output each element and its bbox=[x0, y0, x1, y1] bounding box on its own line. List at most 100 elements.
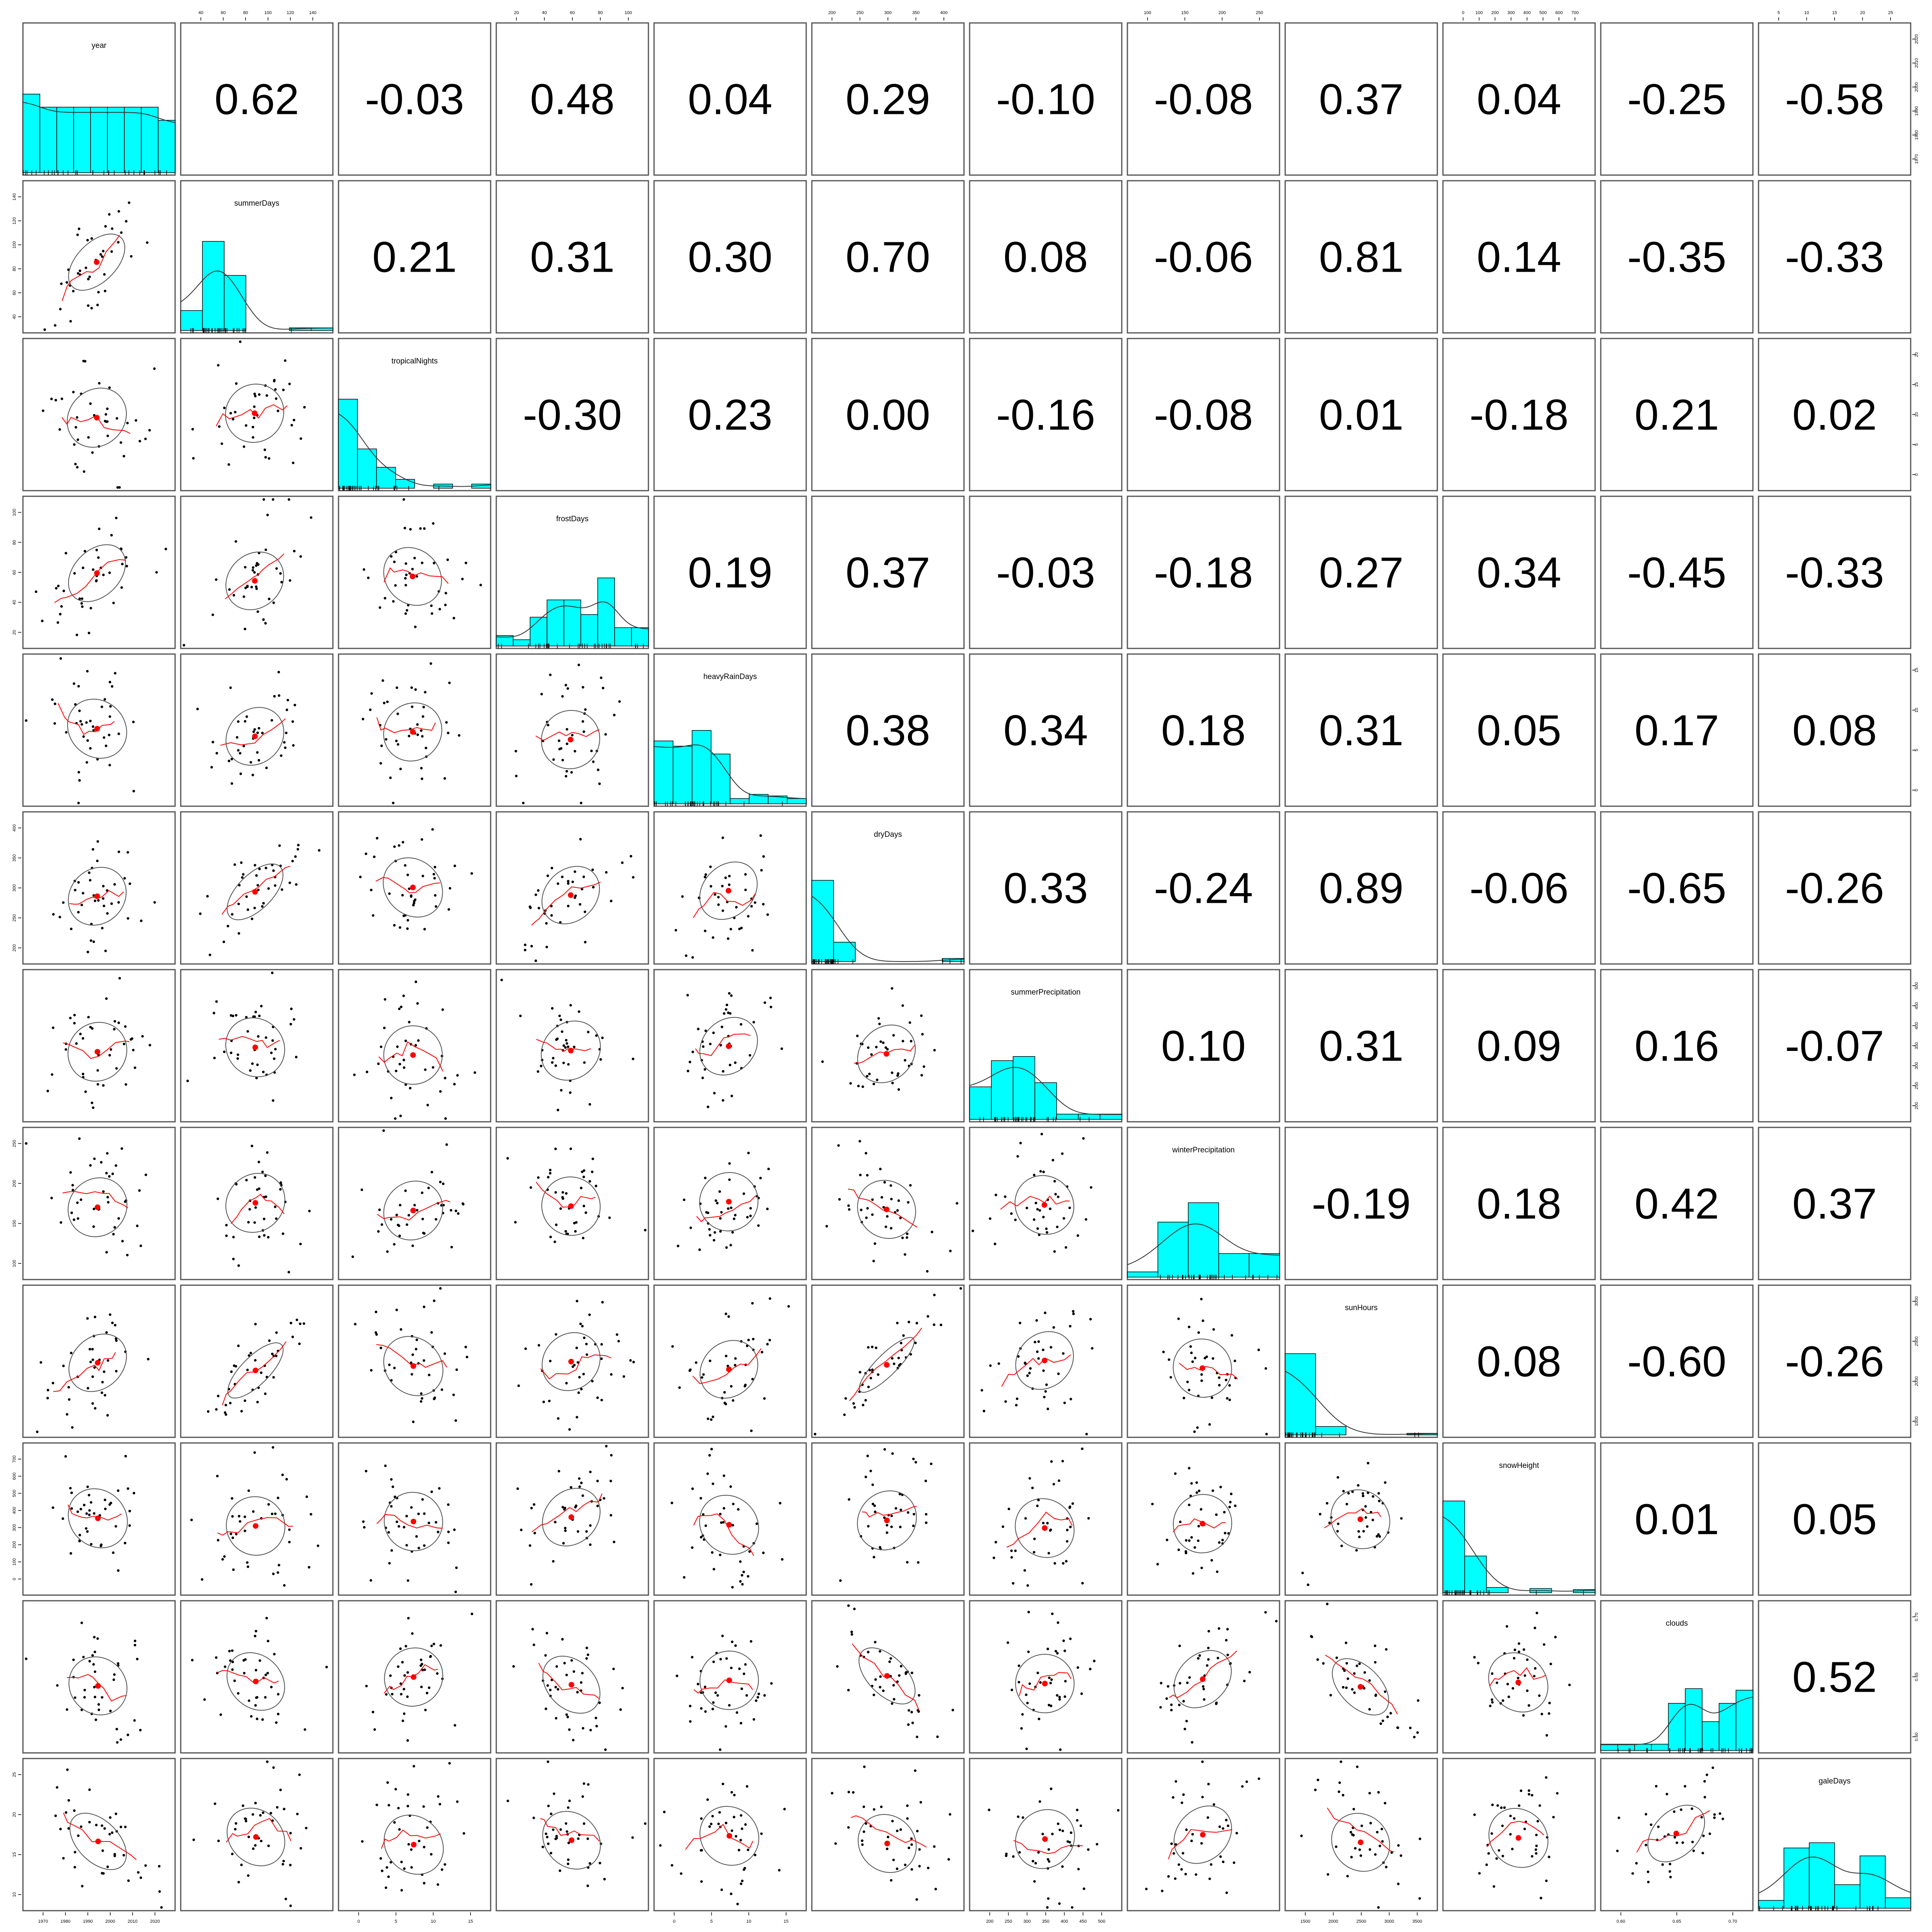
scatter-point bbox=[102, 897, 105, 900]
scatter-point bbox=[405, 562, 407, 565]
scatter-point bbox=[71, 1189, 74, 1191]
scatter-point bbox=[109, 1501, 112, 1505]
scatter-point bbox=[1186, 1681, 1189, 1684]
panel-snowHeight-sunHours bbox=[1284, 1442, 1438, 1596]
scatter-point bbox=[263, 1218, 266, 1220]
correlation-ellipse bbox=[699, 861, 758, 920]
scatter-point bbox=[266, 1760, 269, 1763]
panel-frame bbox=[811, 22, 965, 176]
scatter-point bbox=[1538, 1694, 1541, 1697]
scatter-point bbox=[701, 1376, 704, 1379]
scatter-point bbox=[545, 1832, 547, 1835]
scatter-point bbox=[106, 1414, 109, 1417]
scatter-point bbox=[871, 1503, 874, 1505]
scatter-point bbox=[506, 1800, 509, 1802]
scatter-point bbox=[273, 1057, 276, 1060]
scatter-point bbox=[865, 1822, 867, 1825]
scatter-point bbox=[549, 1168, 552, 1172]
scatter-point bbox=[889, 1657, 892, 1660]
scatter-point bbox=[417, 1546, 420, 1550]
panel-frame bbox=[969, 1758, 1123, 1911]
scatter-point bbox=[916, 1830, 919, 1833]
scatter-point bbox=[1196, 1426, 1199, 1429]
scatter-point bbox=[210, 766, 213, 769]
scatter-point bbox=[1174, 1472, 1177, 1475]
scatter-point bbox=[575, 1221, 578, 1224]
scatter-point bbox=[1208, 1630, 1210, 1633]
scatter-point bbox=[91, 451, 94, 454]
panel-clouds-sunHours bbox=[1284, 1600, 1438, 1754]
panel-frame bbox=[338, 1284, 491, 1438]
scatter-point bbox=[1376, 1831, 1379, 1834]
scatter-point bbox=[299, 555, 302, 558]
scatter-point bbox=[258, 1014, 261, 1018]
scatter-point bbox=[723, 1391, 726, 1394]
panel-snowHeight-year bbox=[22, 1442, 176, 1596]
scatter-point bbox=[557, 1470, 560, 1473]
scatter-point bbox=[130, 255, 133, 258]
panel-summerDays-summerDays: summerDays bbox=[180, 180, 334, 334]
scatter-point bbox=[232, 1236, 235, 1238]
axis-bottom-tropicalNights: 0 5 10 15 bbox=[357, 1912, 473, 1924]
scatter-point bbox=[58, 916, 61, 919]
scatter-point bbox=[1042, 1170, 1045, 1173]
panel-frame bbox=[811, 338, 965, 491]
tick-label: 80 bbox=[598, 10, 603, 15]
scatter-point bbox=[262, 1071, 265, 1073]
scatter-point bbox=[62, 1857, 65, 1860]
scatter-point bbox=[1210, 1396, 1214, 1399]
scatter-point bbox=[232, 418, 235, 421]
scatter-point bbox=[613, 1540, 615, 1544]
scatter-point bbox=[1617, 1816, 1620, 1819]
scatter-point bbox=[712, 1701, 715, 1704]
scatter-point bbox=[257, 563, 260, 566]
scatter-point bbox=[271, 1352, 274, 1355]
scatter-point bbox=[867, 1385, 870, 1388]
panel-frame bbox=[338, 1758, 491, 1911]
scatter-point bbox=[1023, 1569, 1026, 1572]
scatter-point bbox=[77, 771, 80, 774]
scatter-point bbox=[281, 888, 283, 891]
scatter-point bbox=[298, 1773, 301, 1776]
scatter-point bbox=[1229, 1501, 1232, 1504]
tick-label: 200 bbox=[986, 1919, 993, 1924]
scatter-point bbox=[559, 1018, 562, 1021]
scatter-point bbox=[719, 1658, 722, 1661]
scatter-point bbox=[914, 1769, 916, 1772]
scatter-point bbox=[244, 720, 247, 723]
scatter-point bbox=[756, 1696, 760, 1699]
scatter-point bbox=[572, 1670, 576, 1673]
scatter-point bbox=[432, 873, 436, 876]
scatter-point bbox=[87, 1387, 89, 1390]
scatter-point bbox=[931, 1230, 933, 1233]
scatter-point bbox=[747, 1575, 749, 1578]
scatter-point bbox=[1195, 1873, 1197, 1876]
scatter-point bbox=[266, 1672, 269, 1674]
scatter-point bbox=[1014, 1549, 1017, 1552]
panel-tropicalNights-frostDays: -0.30 bbox=[495, 338, 649, 491]
scatter-point bbox=[258, 1187, 260, 1190]
scatter-point bbox=[615, 1333, 619, 1336]
scatter-point bbox=[83, 1504, 86, 1507]
correlation-value: 0.42 bbox=[1635, 1179, 1719, 1228]
scatter-point bbox=[377, 1062, 380, 1065]
scatter-point bbox=[691, 1487, 694, 1490]
scatter-point bbox=[717, 1823, 720, 1825]
scatter-point bbox=[1068, 1206, 1071, 1209]
mean-point bbox=[726, 1199, 732, 1205]
panel-frostDays-clouds: -0.45 bbox=[1600, 495, 1754, 649]
scatter-point bbox=[577, 663, 580, 667]
scatter-point bbox=[591, 1157, 594, 1160]
panel-heavyRainDays-tropicalNights bbox=[338, 653, 491, 807]
correlation-ellipse bbox=[227, 1808, 285, 1866]
scatter-point bbox=[632, 1360, 635, 1364]
tick-label: 120 bbox=[287, 10, 294, 15]
correlation-ellipse bbox=[541, 1332, 601, 1391]
scatter-point bbox=[852, 1402, 855, 1405]
scatter-point bbox=[722, 1474, 725, 1477]
scatter-point bbox=[88, 1513, 91, 1516]
scatter-point bbox=[426, 1104, 429, 1106]
scatter-point bbox=[1225, 1639, 1228, 1642]
scatter-point bbox=[228, 588, 231, 591]
scatter-point bbox=[719, 1513, 722, 1515]
